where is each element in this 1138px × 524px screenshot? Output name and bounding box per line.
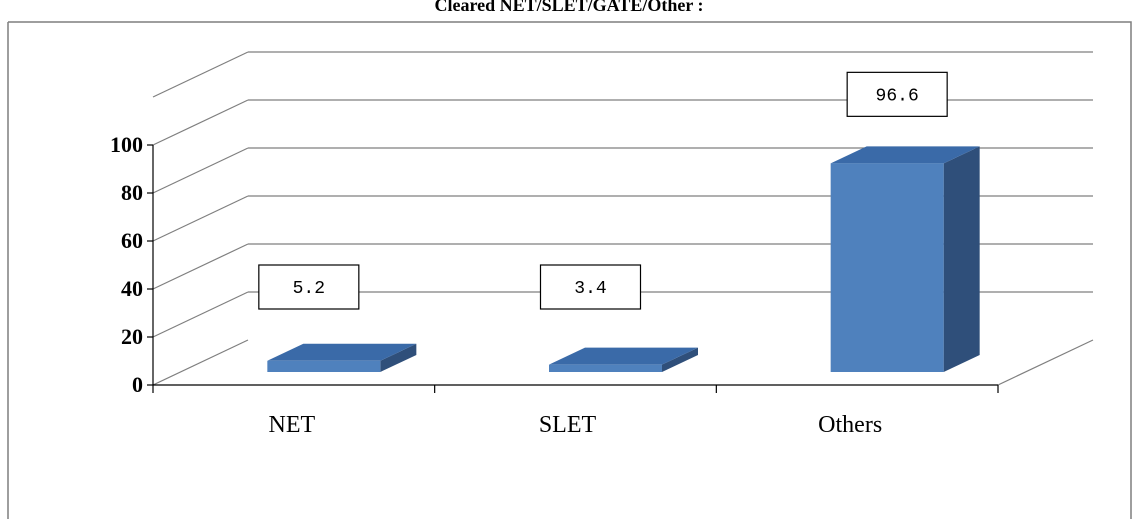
chart-frame [7, 21, 1132, 519]
bar-net [267, 360, 381, 372]
axis-layer: 0 20 40 60 80 100 [110, 132, 1094, 397]
data-label: 96.6 [876, 86, 919, 106]
data-label-box [846, 71, 948, 117]
x-tick-label: SLET [539, 412, 597, 438]
bar-layer [267, 146, 980, 372]
bar-side-others [943, 146, 980, 372]
bar-slet [549, 364, 662, 372]
bar-side-slet [662, 347, 698, 372]
y-tick-label: 60 [121, 228, 143, 253]
data-label: 5.2 [293, 279, 325, 299]
bar-top-slet [549, 347, 698, 365]
gridline-wall [152, 147, 249, 194]
floor-edge [997, 339, 1094, 386]
x-tick-label: Others [818, 412, 882, 438]
data-label-box [258, 264, 360, 310]
y-tick-label: 0 [132, 372, 143, 397]
gridline-wall [152, 243, 249, 290]
y-tick-label: 100 [110, 132, 143, 157]
data-label: 3.4 [574, 279, 606, 299]
bar-others [830, 163, 944, 372]
gridline-wall [152, 99, 249, 146]
gridline-wall [152, 51, 249, 98]
gridline-wall [152, 291, 249, 338]
gridline-wall [152, 339, 249, 386]
label-layer: NET 5.2 SLET 3.4 Others 96.6 [258, 71, 948, 438]
gridline-wall [152, 195, 249, 242]
y-tick-label: 40 [121, 276, 143, 301]
bar-side-net [380, 343, 417, 372]
bar-top-others [830, 146, 980, 164]
bar-top-net [267, 343, 417, 361]
x-tick-label: NET [269, 412, 316, 438]
grid-layer [152, 51, 1093, 386]
chart-title: Cleared NET/SLET/GATE/Other : [434, 0, 703, 15]
y-tick-label: 80 [121, 180, 143, 205]
y-tick-label: 20 [121, 324, 143, 349]
data-label-box [539, 264, 642, 310]
